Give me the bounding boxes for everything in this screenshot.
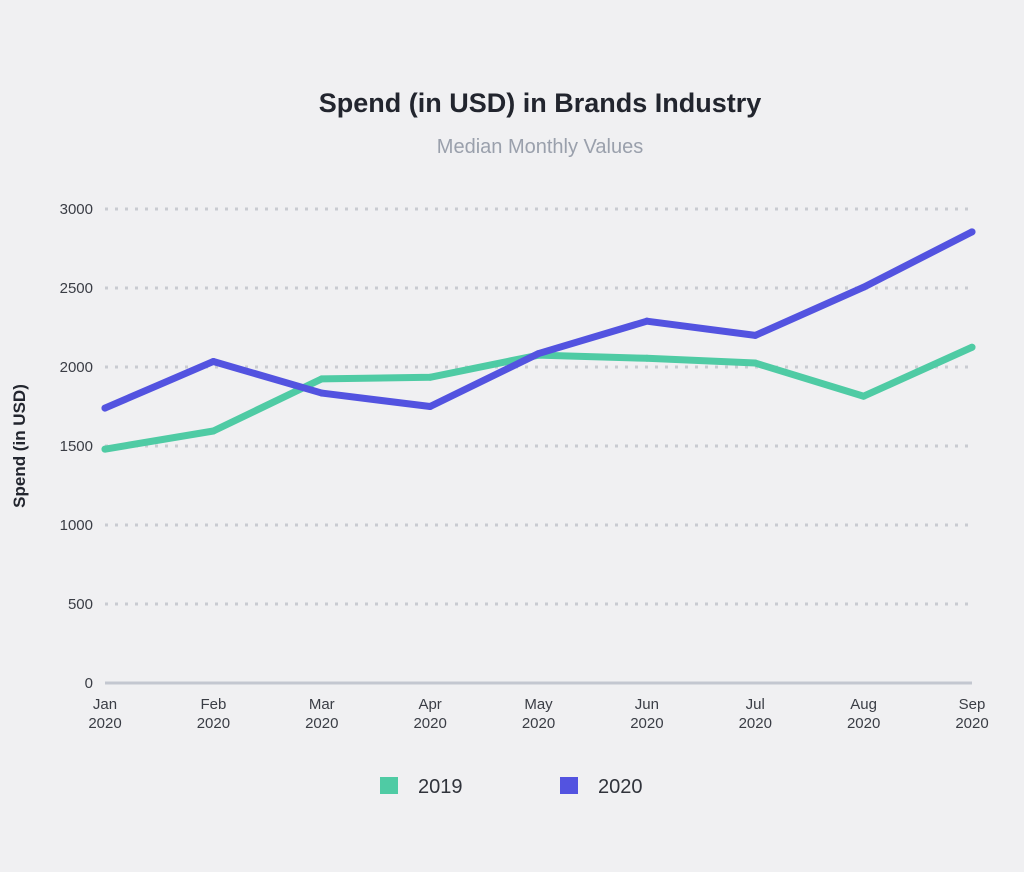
data-point-2019 bbox=[318, 375, 326, 383]
x-tick-label: Jul 2020 bbox=[739, 696, 772, 732]
y-tick-label: 1500 bbox=[60, 438, 93, 455]
x-tick-label: Jan 2020 bbox=[88, 696, 121, 732]
data-point-2019 bbox=[860, 392, 868, 400]
data-point-2020 bbox=[535, 350, 542, 358]
data-point-2019 bbox=[209, 427, 217, 435]
x-tick-label: Sep 2020 bbox=[955, 696, 988, 732]
y-tick-label: 2500 bbox=[60, 280, 93, 297]
data-point-2019 bbox=[643, 354, 651, 362]
y-axis-title: Spend (in USD) bbox=[10, 384, 29, 508]
y-axis-ticks: 0 500 1000 1500 2000 2500 3000 bbox=[60, 201, 93, 692]
data-point-2020 bbox=[209, 357, 217, 365]
series-line-2019 bbox=[101, 343, 976, 453]
x-axis-ticks: Jan 2020 Feb 2020 Mar 2020 Apr 2020 May 2020 Jun 20… bbox=[88, 696, 988, 732]
data-point-2020 bbox=[426, 403, 434, 410]
data-point-2020 bbox=[751, 331, 759, 339]
x-tick-label: May 2020 bbox=[522, 696, 555, 732]
chart-title: Spend (in USD) in Brands Industry bbox=[318, 88, 762, 118]
gridlines bbox=[105, 207, 972, 685]
chart-subtitle: Median Monthly Values bbox=[436, 136, 644, 158]
legend-label-2019: 2019 bbox=[418, 776, 463, 798]
series-lines bbox=[101, 228, 976, 453]
x-tick-label: Feb 2020 bbox=[197, 696, 230, 732]
x-tick-label: Mar 2020 bbox=[305, 696, 338, 732]
y-tick-label: 1000 bbox=[60, 517, 93, 534]
legend-swatch-2020 bbox=[560, 777, 578, 794]
series-line-2020 bbox=[101, 228, 976, 412]
legend-label-2020: 2020 bbox=[598, 776, 643, 798]
y-tick-label: 3000 bbox=[60, 201, 93, 218]
x-tick-label: Jun 2020 bbox=[630, 696, 663, 732]
data-point-2019 bbox=[751, 359, 759, 367]
data-point-2020 bbox=[101, 404, 109, 412]
data-point-2019 bbox=[426, 373, 434, 381]
data-point-2019 bbox=[968, 343, 976, 351]
data-point-2020 bbox=[318, 389, 326, 397]
x-tick-label: Aug 2020 bbox=[847, 696, 880, 732]
y-tick-label: 500 bbox=[68, 596, 93, 613]
legend: 2019 2020 bbox=[380, 776, 643, 798]
data-point-2019 bbox=[101, 445, 109, 453]
y-tick-label: 2000 bbox=[60, 359, 93, 376]
y-tick-label: 0 bbox=[85, 675, 93, 692]
x-tick-label: Apr 2020 bbox=[413, 696, 446, 732]
legend-swatch-2019 bbox=[380, 777, 398, 794]
data-point-2020 bbox=[643, 317, 651, 325]
data-point-2020 bbox=[968, 228, 976, 236]
data-point-2020 bbox=[860, 283, 868, 291]
